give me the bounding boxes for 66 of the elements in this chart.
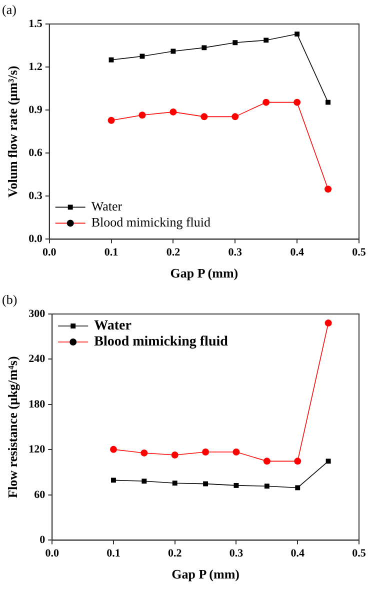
- x-tick-label: 0.0: [42, 246, 57, 259]
- x-tick-label: 0.1: [106, 548, 120, 560]
- y-tick-label: 120: [28, 444, 46, 456]
- point: [234, 482, 239, 488]
- point: [202, 45, 207, 50]
- x-tick-label: 0.3: [229, 548, 244, 560]
- x-tick-label: 0.2: [168, 548, 182, 560]
- point: [232, 40, 238, 46]
- point: [171, 452, 178, 458]
- point: [264, 38, 269, 43]
- chart-title: (b): [2, 292, 18, 307]
- point: [170, 108, 177, 116]
- x-tick-label: 0.5: [352, 548, 366, 560]
- point: [108, 116, 115, 124]
- point: [324, 186, 332, 193]
- y-tick-label: 1.5: [28, 18, 43, 30]
- point: [140, 449, 148, 456]
- legend-label: Blood mimicking fluid: [91, 214, 212, 230]
- point: [294, 458, 302, 465]
- point: [324, 320, 332, 327]
- point: [295, 485, 300, 490]
- y-tick-label: 240: [28, 353, 46, 366]
- x-tick-label: 0.4: [290, 246, 304, 259]
- x-tick-label: 0.4: [290, 548, 305, 560]
- y-tick-label: 0: [40, 534, 46, 546]
- point: [294, 32, 300, 37]
- point: [170, 48, 176, 54]
- point: [294, 98, 301, 106]
- point: [110, 446, 117, 453]
- y-tick-label: 0.0: [28, 233, 43, 246]
- point: [111, 478, 116, 483]
- point: [232, 113, 239, 120]
- y-tick-label: 0.3: [28, 190, 43, 202]
- point: [263, 458, 270, 465]
- point: [142, 478, 147, 484]
- point: [232, 448, 240, 456]
- y-tick-label: 180: [28, 398, 46, 410]
- legend-label: Water: [91, 198, 123, 214]
- x-tick-label: 0.5: [352, 246, 366, 259]
- x-tick-label: 0.0: [45, 548, 60, 560]
- point: [172, 480, 178, 486]
- chart-title: (a): [2, 2, 16, 17]
- point: [108, 57, 114, 62]
- point: [264, 484, 270, 489]
- legend-label: Water: [94, 318, 132, 334]
- y-tick-label: 0.6: [28, 146, 43, 159]
- x-tick-label: 0.2: [166, 246, 181, 259]
- y-tick-label: 300: [28, 308, 46, 320]
- y-tick-label: 60: [34, 488, 46, 501]
- point: [326, 458, 331, 464]
- point: [140, 54, 145, 59]
- y-tick-label: 0.9: [28, 104, 43, 116]
- y-tick-label: 1.2: [28, 60, 43, 73]
- point: [138, 112, 146, 119]
- point: [262, 98, 270, 106]
- point: [200, 113, 208, 120]
- x-tick-label: 0.1: [104, 246, 118, 259]
- x-tick-label: 0.3: [228, 246, 243, 259]
- x-axis-title: Gap P (mm): [172, 566, 240, 582]
- y-axis-title: Volum flow rate (μm³/s): [5, 66, 20, 198]
- point: [203, 481, 208, 486]
- x-axis-title: Gap P (mm): [170, 266, 238, 281]
- y-axis-title: Flow resistance (μkg/m⁴s): [5, 356, 20, 498]
- point: [202, 448, 210, 456]
- point: [326, 100, 331, 105]
- legend-label: Blood mimicking fluid: [94, 334, 228, 350]
